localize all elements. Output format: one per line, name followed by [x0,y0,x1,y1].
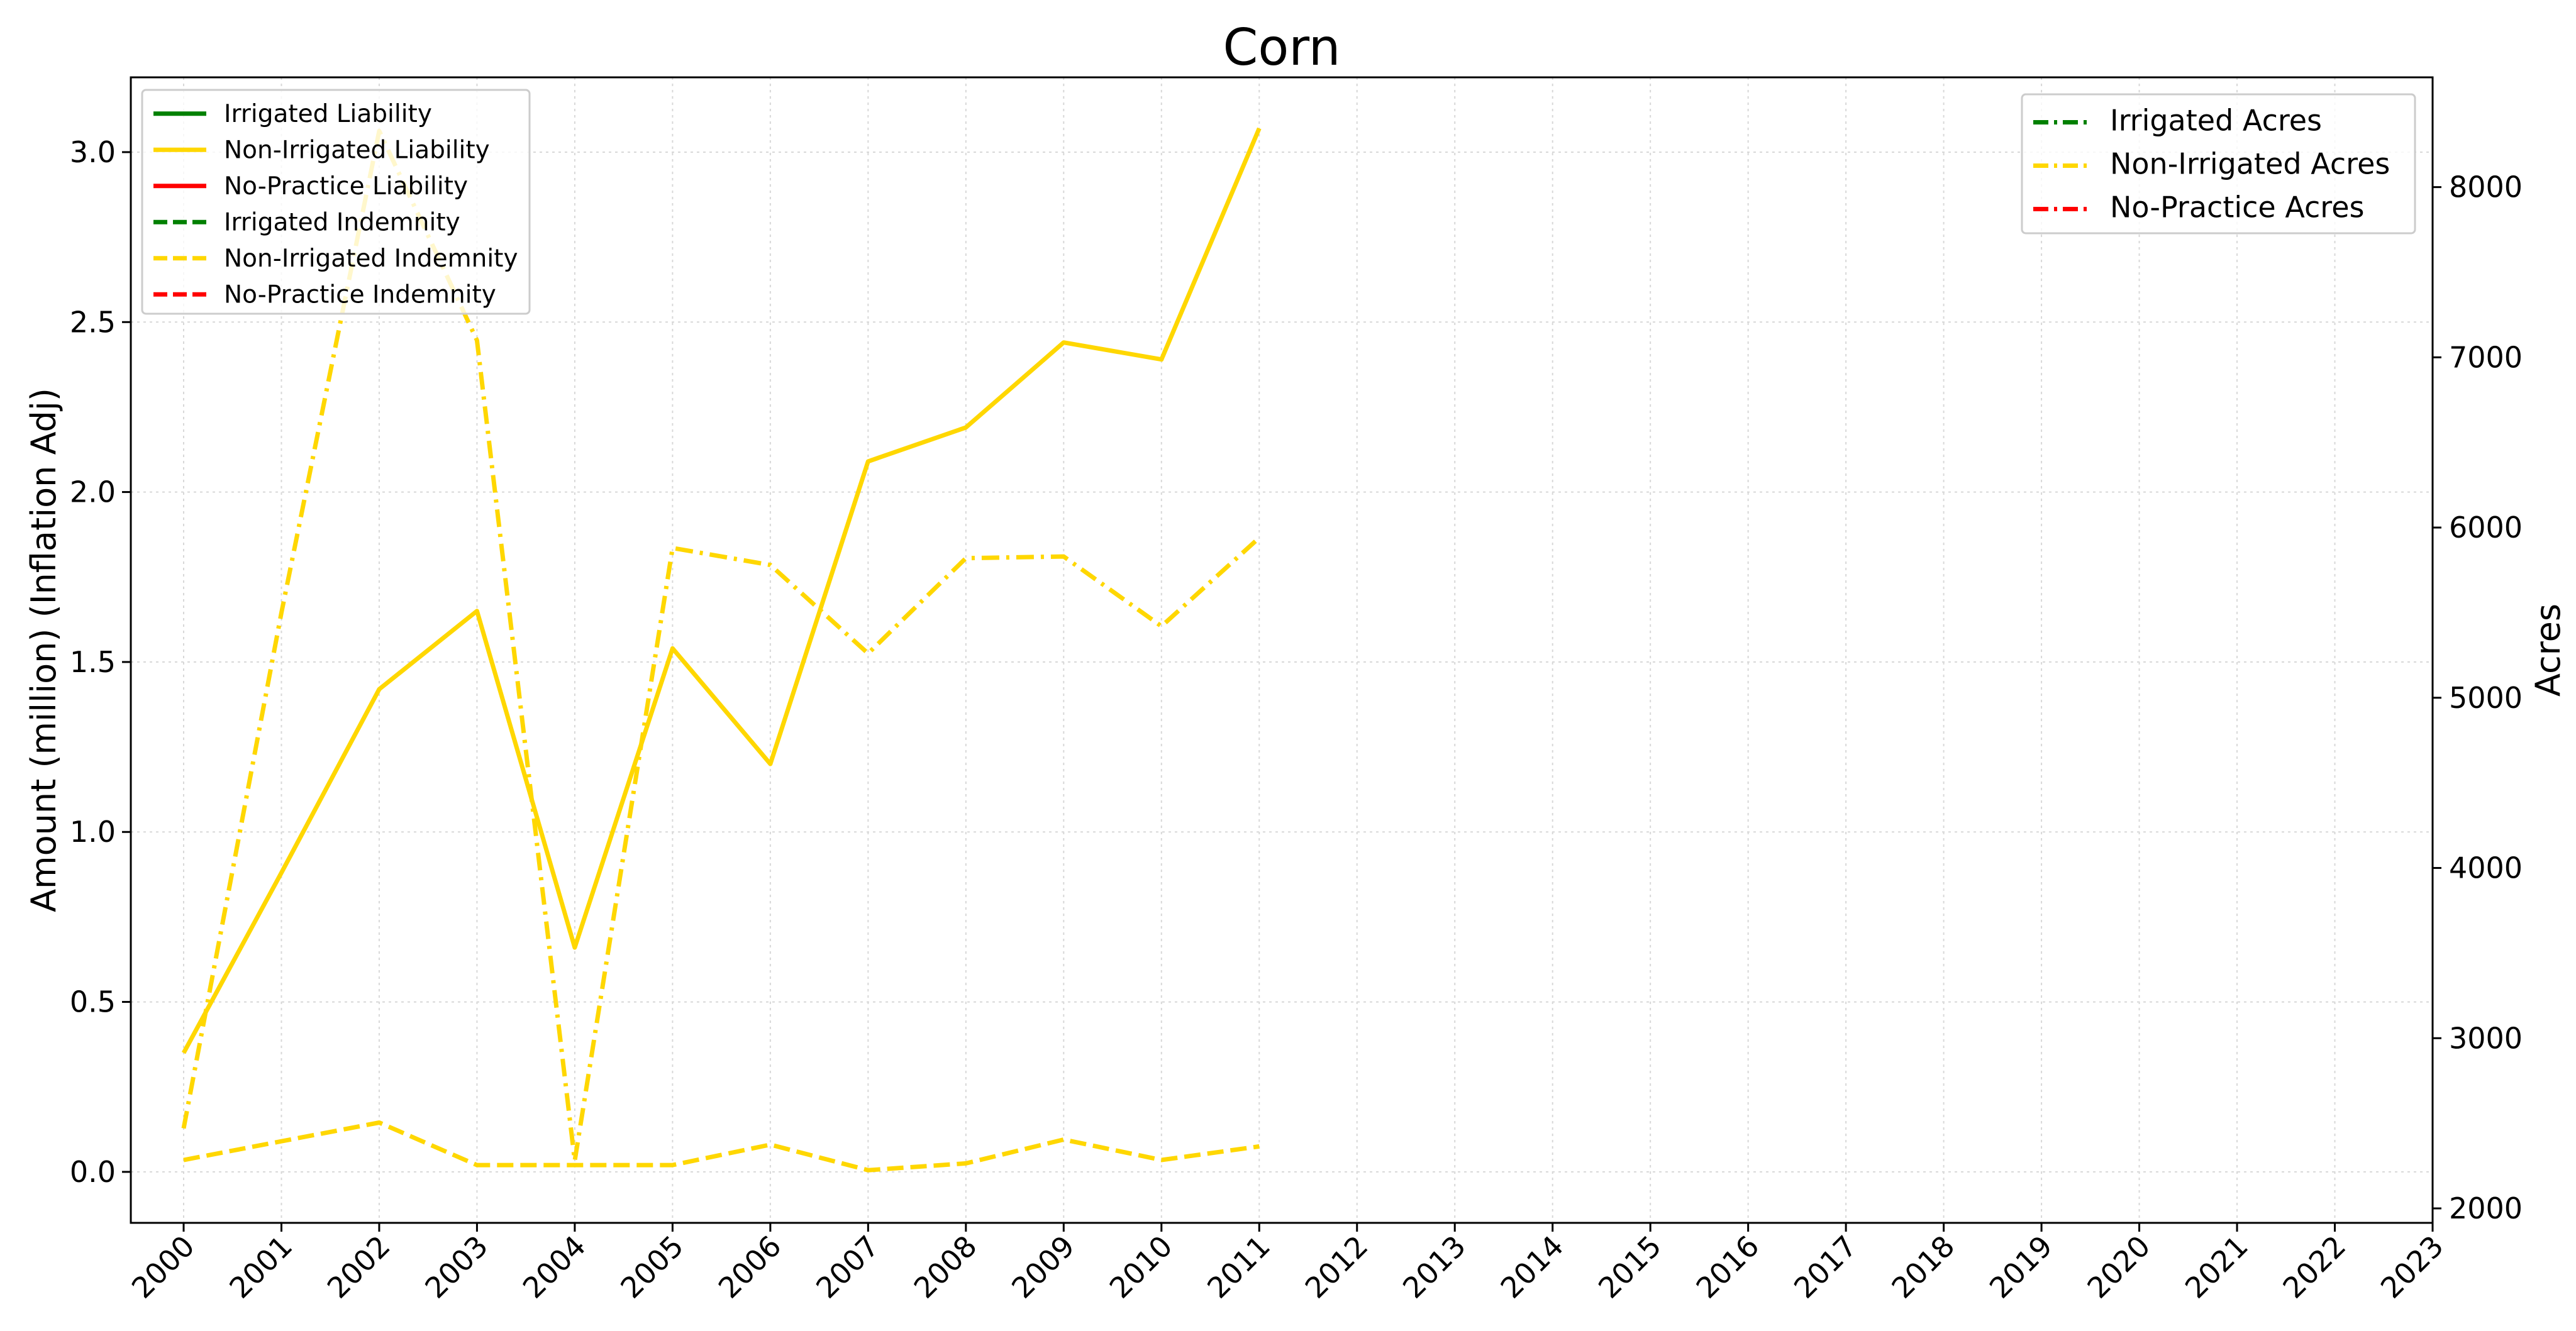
legend-label: No-Practice Liability [224,172,468,201]
y-left-tick-label: 1.5 [70,645,116,679]
legend-left: Irrigated Liability Non-Irrigated Liabili… [141,89,531,315]
legend-label: Irrigated Liability [224,100,432,128]
series-line-non-irrigated-indemnity [183,1120,1260,1173]
legend-right: Irrigated Acres Non-Irrigated Acres No-Pra… [2021,93,2416,235]
y-right-tick-label: 5000 [2449,681,2523,715]
legend-label: Irrigated Indemnity [224,208,460,236]
y-left-tick-label: 2.5 [70,305,116,339]
legend-label: Non-Irrigated Acres [2110,147,2390,181]
x-tick-label: 2021 [2179,1229,2255,1305]
x-tick-label: 2019 [1983,1229,2059,1305]
chart-title: Corn [1223,18,1341,77]
x-tick-label: 2001 [223,1229,299,1305]
y-right-tick-label: 3000 [2449,1021,2523,1055]
x-tick-label: 2009 [1005,1229,1081,1305]
x-tick-label: 2018 [1885,1229,1961,1305]
x-tick-label: 2008 [908,1229,984,1305]
x-tick-label: 2016 [1689,1229,1765,1305]
y-left-tick-label: 0.5 [70,985,116,1019]
legend-label: Non-Irrigated Indemnity [224,245,518,273]
x-tick-label: 2004 [516,1229,592,1305]
x-tick-label: 2020 [2080,1229,2157,1305]
x-tick-label: 2011 [1201,1229,1277,1305]
legend-label: Irrigated Acres [2110,104,2322,138]
y-axis-left-label: Amount (million) (Inflation Adj) [24,388,64,912]
x-tick-label: 2006 [712,1229,788,1305]
x-axis: 2000 2001 2002 2003 2004 2005 2006 2007 2008 2009… [125,1223,2450,1305]
y-axis-right: 2000 3000 4000 5000 6000 7000 8000 [2433,170,2523,1225]
x-tick-label: 2000 [125,1229,201,1305]
x-tick-label: 2012 [1299,1229,1375,1305]
x-tick-label: 2010 [1103,1229,1179,1305]
y-right-tick-label: 4000 [2449,851,2523,885]
x-tick-label: 2014 [1494,1229,1570,1305]
series-line-non-irrigated-liability [181,127,1262,1054]
y-axis-right-label: Acres [2528,604,2568,697]
y-axis-left: 0.0 0.5 1.0 1.5 2.0 2.5 3.0 [70,135,131,1189]
legend-left-box [141,89,531,315]
legend-label: No-Practice Acres [2110,191,2364,224]
plot-frame [130,76,2434,1224]
y-left-tick-label: 1.0 [70,815,116,849]
x-tick-label: 2023 [2374,1229,2450,1305]
y-right-tick-label: 6000 [2449,511,2523,544]
x-tick-label: 2007 [809,1229,886,1305]
y-right-tick-label: 8000 [2449,170,2523,204]
y-left-tick-label: 3.0 [70,135,116,169]
y-right-tick-label: 2000 [2449,1191,2523,1225]
legend-right-box [2021,93,2416,235]
y-left-tick-label: 0.0 [70,1155,116,1189]
x-tick-label: 2003 [418,1229,494,1305]
x-tick-label: 2002 [321,1229,397,1305]
x-tick-label: 2015 [1592,1229,1668,1305]
x-tick-label: 2013 [1396,1229,1472,1305]
y-right-tick-label: 7000 [2449,340,2523,374]
x-tick-label: 2022 [2276,1229,2352,1305]
y-left-tick-label: 2.0 [70,475,116,509]
legend-label: Non-Irrigated Liability [224,136,490,164]
legend-label: No-Practice Indemnity [224,280,496,309]
x-tick-label: 2005 [614,1229,690,1305]
x-tick-label: 2017 [1787,1229,1863,1305]
